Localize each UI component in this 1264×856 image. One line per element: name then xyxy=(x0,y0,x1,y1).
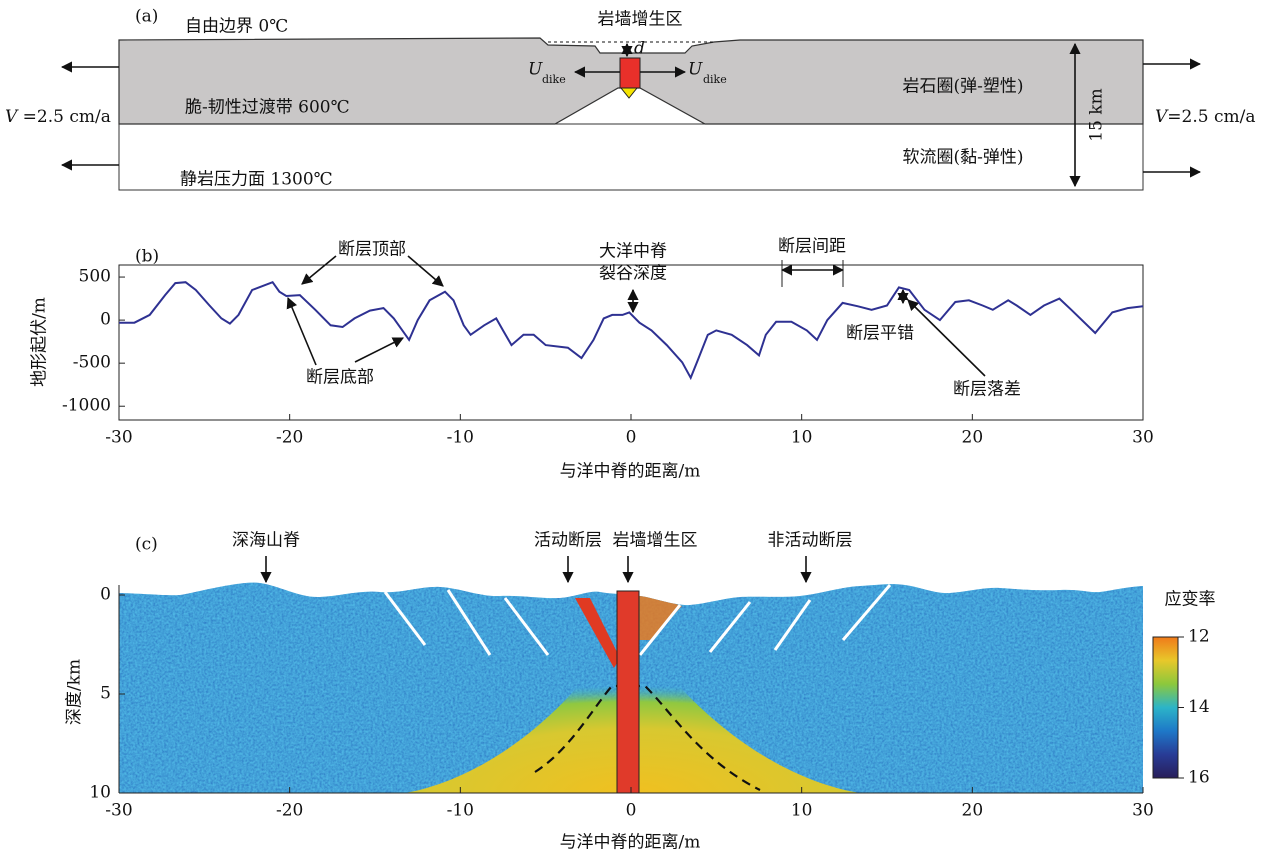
x-tick-label: -30 xyxy=(105,428,132,448)
label: dike xyxy=(542,73,566,86)
x-axis-label: 与洋中脊的距离/m xyxy=(560,833,701,853)
dike xyxy=(617,591,639,793)
annotation: 深海山脊 xyxy=(232,531,300,551)
annotation: 断层顶部 xyxy=(338,240,406,260)
label: 岩墙增生区 xyxy=(598,10,683,30)
colorbar xyxy=(1153,637,1178,778)
label: V =2.5 cm/a xyxy=(5,107,111,127)
panel-c: (c) 与洋中脊的距离/m 深度/km 应变率 -30 -20 -10 0 10 20 30… xyxy=(65,531,1216,853)
y-tick-label: 10 xyxy=(89,783,111,803)
colorbar-tick-label: 12 xyxy=(1188,627,1210,647)
y-tick-label: 5 xyxy=(100,684,111,704)
annotation-arrow xyxy=(408,256,443,286)
y-tick-label: 500 xyxy=(79,267,111,287)
annotation: 大洋中脊 xyxy=(599,242,667,262)
x-tick-label: 20 xyxy=(962,428,984,448)
label: dike xyxy=(703,73,727,86)
colorbar-tick-label: 14 xyxy=(1188,697,1210,717)
label: d xyxy=(634,39,645,59)
annotation: 断层底部 xyxy=(306,368,374,388)
y-axis-label: 深度/km xyxy=(65,659,85,725)
annotation: 裂谷深度 xyxy=(599,264,667,284)
label: 软流圈(黏-弹性) xyxy=(902,148,1023,168)
y-tick-label: -1000 xyxy=(62,396,111,416)
y-tick-label: -500 xyxy=(73,353,111,373)
label: 静岩压力面 1300℃ xyxy=(180,170,333,190)
colorbar-tick-label: 16 xyxy=(1188,768,1210,788)
x-tick-label: 20 xyxy=(962,801,984,821)
x-tick-label: 0 xyxy=(626,801,637,821)
annotation: 非活动断层 xyxy=(768,531,853,551)
panel-label: (a) xyxy=(135,7,158,27)
figure: (a) 自由边界 0℃ 岩墙增生区 d U dike U dike 岩石圈(弹-… xyxy=(0,0,1264,856)
y-tick-label: 0 xyxy=(100,310,111,330)
x-tick-label: 0 xyxy=(626,428,637,448)
annotation: 岩墙增生区 xyxy=(613,531,698,551)
label: 脆-韧性过渡带 600℃ xyxy=(185,98,350,118)
annotation-arrow xyxy=(355,338,403,362)
annotation-arrow xyxy=(288,298,316,365)
annotation: 断层落差 xyxy=(953,380,1021,400)
label: 自由边界 0℃ xyxy=(185,17,288,37)
label: 岩石圈(弹-塑性) xyxy=(902,77,1023,97)
v-value: =2.5 cm/a xyxy=(1167,107,1255,127)
x-tick-label: -30 xyxy=(105,801,132,821)
y-axis-label: 地形起伏/m xyxy=(30,297,50,387)
panel-b: (b) 与洋中脊的距离/m 地形起伏/m -30 -20 -10 0 10 20 30 -10… xyxy=(30,237,1154,482)
x-tick-label: -10 xyxy=(447,801,474,821)
panel-label: (c) xyxy=(135,535,158,555)
y-tick-label: 0 xyxy=(100,585,111,605)
x-tick-label: -20 xyxy=(276,801,303,821)
x-tick-label: -10 xyxy=(447,428,474,448)
topography-line xyxy=(119,282,1143,378)
annotation: 活动断层 xyxy=(534,531,602,551)
colorbar-label: 应变率 xyxy=(1165,590,1216,610)
x-tick-label: 30 xyxy=(1132,428,1154,448)
label: U xyxy=(688,60,703,80)
annotation: 断层平错 xyxy=(846,324,914,344)
panel-a: (a) 自由边界 0℃ 岩墙增生区 d U dike U dike 岩石圈(弹-… xyxy=(5,7,1255,191)
dike xyxy=(620,58,640,88)
x-tick-label: 10 xyxy=(791,801,813,821)
x-axis-label: 与洋中脊的距离/m xyxy=(560,462,701,482)
label: V=2.5 cm/a xyxy=(1155,107,1255,127)
magma xyxy=(621,88,637,98)
label: 15 km xyxy=(1087,88,1107,141)
x-tick-label: 10 xyxy=(791,428,813,448)
label: U xyxy=(528,60,543,80)
annotation: 断层间距 xyxy=(778,237,846,257)
v-value: =2.5 cm/a xyxy=(17,107,111,127)
panel-label: (b) xyxy=(135,247,159,267)
x-tick-label: 30 xyxy=(1132,801,1154,821)
annotation-arrow xyxy=(302,256,336,284)
x-tick-label: -20 xyxy=(276,428,303,448)
